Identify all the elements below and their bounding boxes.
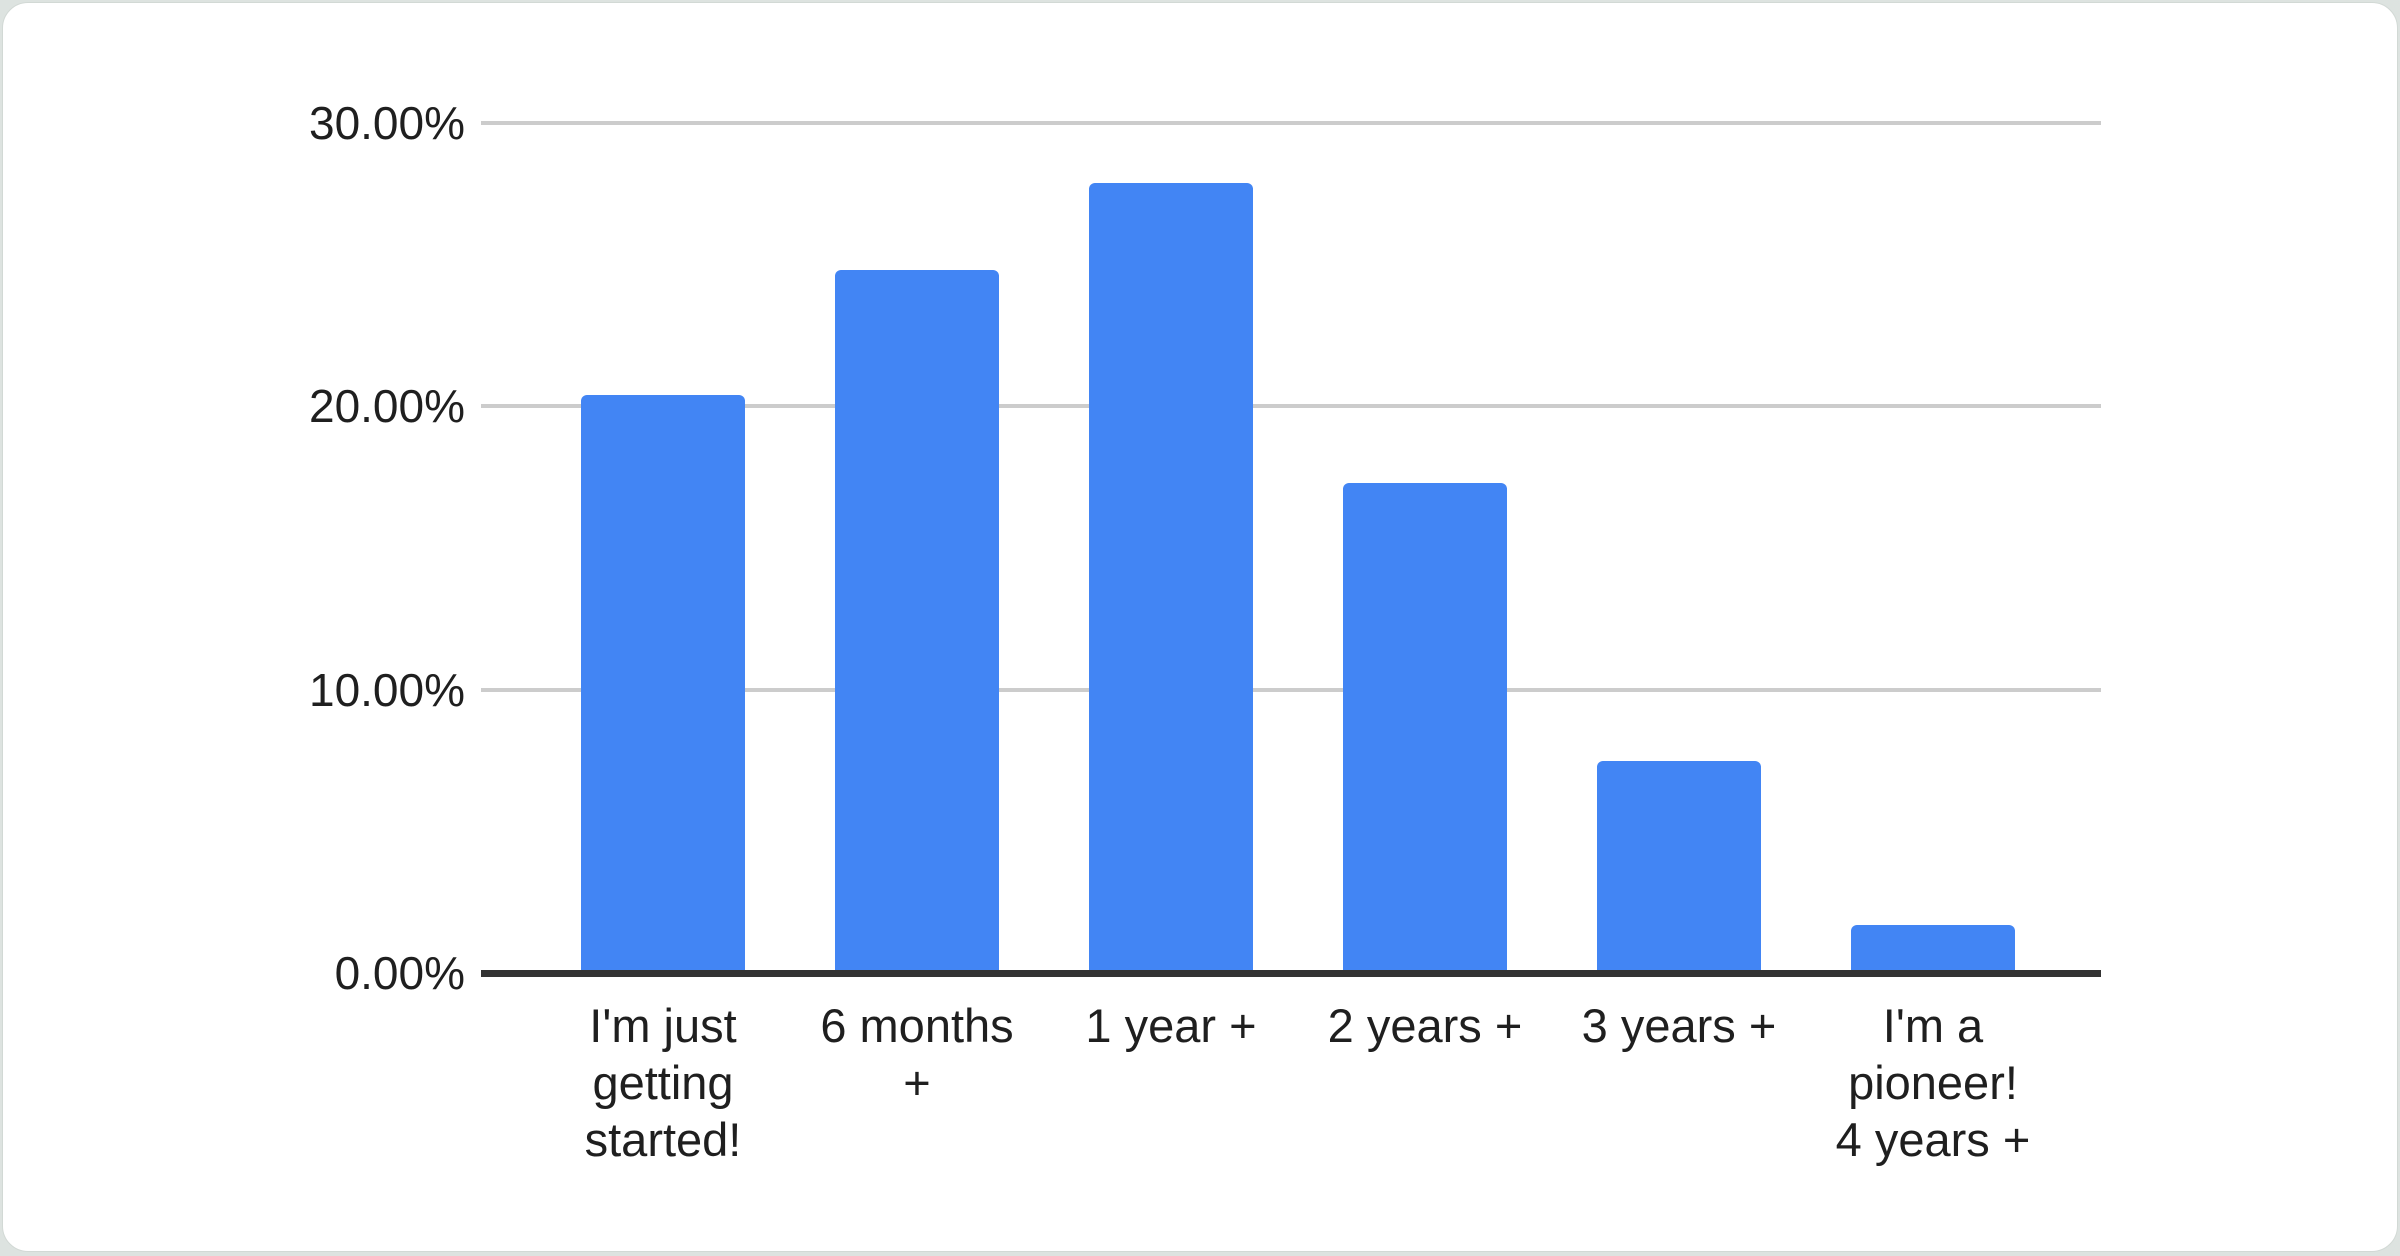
bar-chart: 0.00% 10.00% 20.00% 30.00% I'm just getting st… bbox=[3, 3, 2397, 1251]
bar-1[interactable] bbox=[581, 395, 745, 970]
x-axis-label-line: 1 year + bbox=[1085, 999, 1257, 1052]
bar-2[interactable] bbox=[835, 270, 999, 970]
x-axis-label-line: I'm a bbox=[1882, 999, 1984, 1052]
gridline bbox=[481, 404, 2101, 409]
x-axis-category-label: I'm just getting started! bbox=[523, 997, 803, 1168]
y-axis-tick-label: 10.00% bbox=[308, 663, 465, 716]
x-axis-label-line: started! bbox=[584, 1113, 742, 1166]
x-axis-line bbox=[481, 970, 2101, 977]
x-axis-label-line: getting bbox=[592, 1056, 734, 1109]
bar-3[interactable] bbox=[1089, 182, 1253, 970]
x-axis-label-line: 2 years + bbox=[1327, 999, 1523, 1052]
gridline bbox=[481, 121, 2101, 125]
x-axis-label-line: 4 years + bbox=[1835, 1113, 2031, 1166]
x-axis-category-label: 2 years + bbox=[1285, 997, 1565, 1054]
x-axis-category-label: 1 year + bbox=[1031, 997, 1311, 1054]
bar-6[interactable] bbox=[1851, 924, 2015, 970]
y-axis-tick-label: 20.00% bbox=[308, 380, 465, 433]
x-axis-label-line: + bbox=[903, 1056, 931, 1109]
x-axis-label-line: 3 years + bbox=[1581, 999, 1777, 1052]
gridline bbox=[481, 687, 2101, 692]
x-axis-label-line: I'm just bbox=[589, 999, 737, 1052]
y-axis-tick-label: 30.00% bbox=[308, 97, 465, 149]
x-axis-label-line: pioneer! bbox=[1848, 1056, 2018, 1109]
x-axis-category-label: I'm a pioneer! 4 years + bbox=[1793, 997, 2073, 1168]
bar-4[interactable] bbox=[1343, 482, 1507, 970]
bar-5[interactable] bbox=[1597, 760, 1761, 970]
x-axis-category-label: 3 years + bbox=[1539, 997, 1819, 1054]
x-axis-category-label: 6 months + bbox=[777, 997, 1057, 1111]
x-axis-label-line: 6 months bbox=[820, 999, 1014, 1052]
y-axis-tick-label: 0.00% bbox=[334, 947, 465, 999]
